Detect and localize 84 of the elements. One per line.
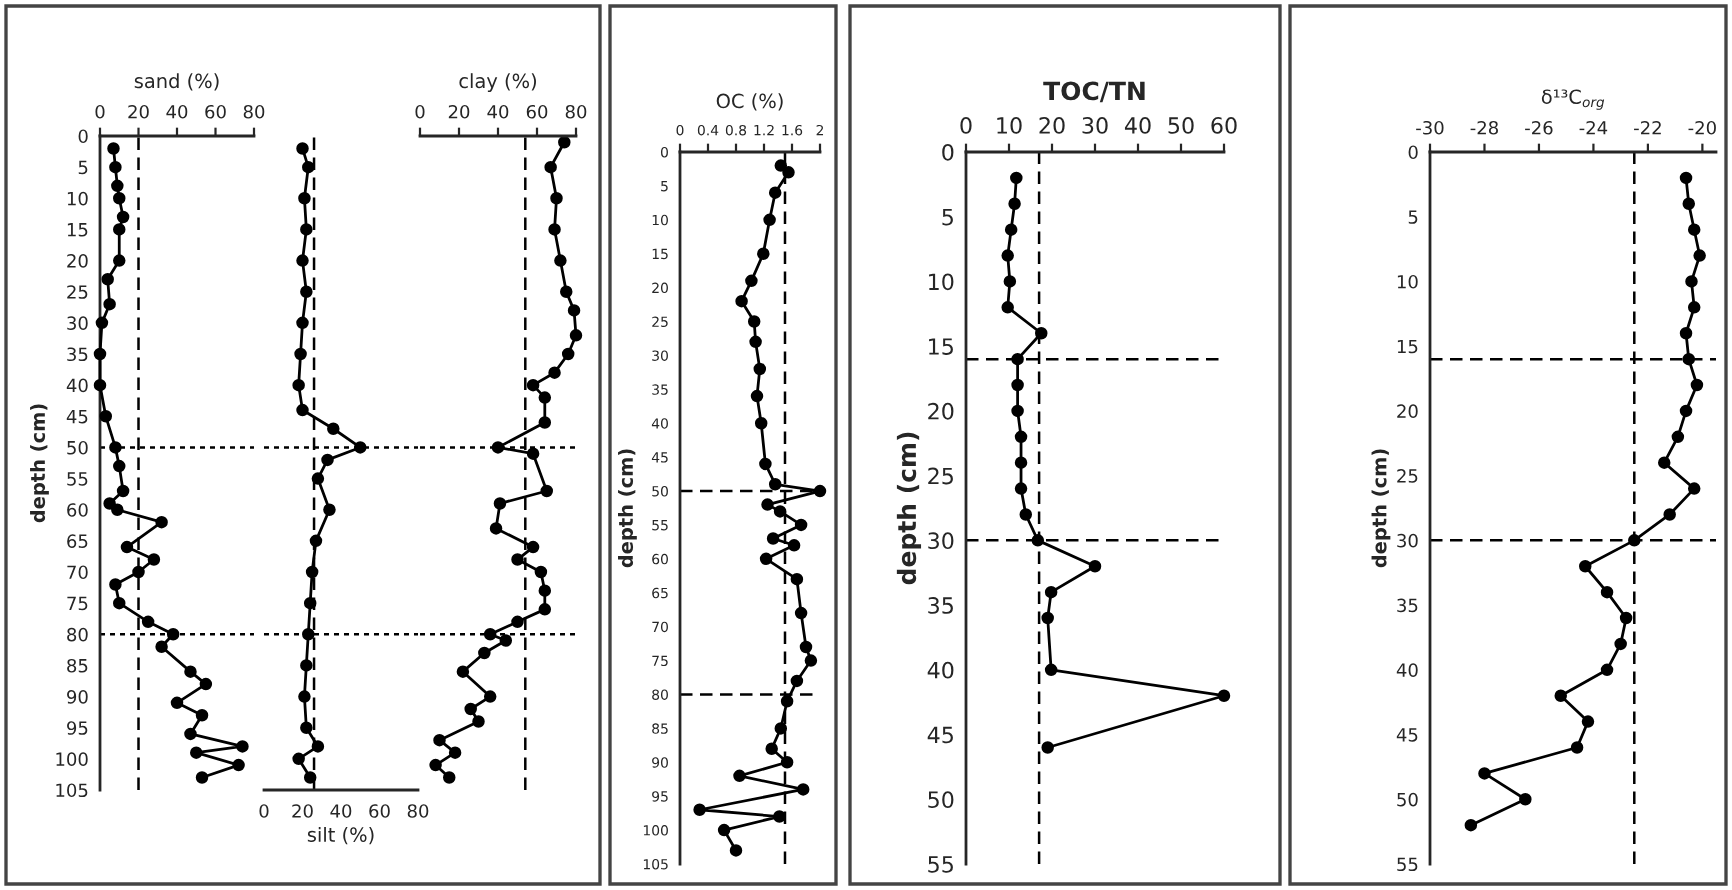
y-tick-label: 45 [66, 409, 88, 424]
y-tick-label: 55 [67, 472, 88, 486]
y-tick-label: 0 [1408, 145, 1418, 160]
x2-tick-label: 80 [565, 104, 587, 119]
y-tick-label: 25 [928, 467, 953, 485]
y-tick-label: 50 [67, 440, 88, 455]
y-tick-label: 20 [67, 254, 88, 268]
y-tick-label: 0 [78, 129, 88, 144]
y-tick-label: 35 [1397, 598, 1418, 613]
x2-tick-label: 0 [960, 117, 972, 134]
x2-tick-label: 10 [997, 117, 1022, 134]
x2-tick-label: 40 [166, 104, 188, 119]
x-tick-label: 40 [330, 804, 352, 818]
x2-axis-title: sand (%) [134, 73, 219, 91]
y-tick-label: 60 [67, 503, 88, 517]
x2-tick-label: 20 [448, 104, 470, 119]
y-tick-label: 25 [67, 285, 88, 299]
y-tick-label: 75 [67, 596, 88, 611]
x2-axis-title: δ¹³C$_{org}$ [1541, 89, 1605, 110]
y-tick-label: 10 [929, 273, 954, 291]
y-tick-label: 80 [67, 627, 88, 642]
y-tick-label: 55 [928, 856, 953, 873]
y-tick-label: 100 [56, 752, 88, 766]
y-tick-label: 35 [67, 347, 88, 362]
y-tick-label: 15 [929, 338, 953, 355]
x2-axis-title: TOC/TN [1043, 81, 1145, 103]
x2-tick-label: -30 [1416, 120, 1444, 135]
y-tick-label: 40 [66, 378, 88, 393]
y-tick-label: 55 [1397, 857, 1418, 872]
x2-tick-label: -22 [1634, 120, 1661, 135]
y-tick-label: 5 [942, 208, 953, 226]
y-tick-label: 70 [67, 565, 88, 580]
y-tick-label: 10 [1397, 274, 1418, 289]
y-tick-label: 45 [1396, 728, 1418, 742]
y-tick-label: 5 [78, 160, 88, 175]
x-tick-label: 60 [369, 804, 390, 818]
x2-tick-label: 30 [1082, 117, 1108, 134]
y-tick-label: 20 [928, 402, 954, 420]
y-tick-label: 30 [67, 316, 88, 330]
y-tick-label: 20 [1397, 404, 1418, 419]
x2-tick-label: -26 [1525, 120, 1553, 135]
x-tick-label: 20 [292, 804, 313, 818]
y-tick-label: 50 [928, 791, 954, 809]
y-tick-label: 0 [942, 143, 954, 161]
x2-tick-label: 20 [1039, 117, 1065, 134]
y-tick-label: 90 [67, 690, 88, 704]
x2-tick-label: 60 [1211, 117, 1237, 134]
x2-tick-label: -20 [1688, 120, 1716, 135]
x2-axis-title: clay (%) [459, 73, 536, 93]
y-tick-label: 30 [1397, 533, 1418, 548]
x2-tick-label: 0 [95, 104, 105, 119]
y-axis-title: depth (cm) [1371, 449, 1391, 568]
y-tick-label: 45 [927, 726, 953, 744]
x2-tick-label: 50 [1168, 117, 1194, 134]
y-axis-title: depth (cm) [896, 432, 922, 585]
y-tick-label: 40 [1396, 663, 1418, 677]
y-tick-label: 65 [67, 534, 88, 548]
y-tick-label: 95 [67, 721, 88, 735]
y-tick-label: 85 [67, 658, 88, 673]
y-axis-title: depth (cm) [618, 449, 637, 568]
x2-tick-label: 40 [1124, 117, 1151, 134]
x2-tick-label: 20 [128, 104, 149, 119]
x2-tick-label: 60 [526, 104, 548, 119]
y-tick-label: 40 [927, 661, 954, 679]
x2-tick-label: 60 [205, 104, 226, 119]
y-tick-label: 5 [1408, 210, 1418, 224]
x2-axis-title: OC (%) [716, 93, 783, 111]
y-axis-title: depth (cm) [30, 404, 49, 523]
y-tick-label: 105 [56, 783, 88, 798]
y-tick-label: 50 [1397, 792, 1418, 807]
x-axis-title: silt (%) [307, 826, 374, 845]
x2-tick-label: -28 [1470, 120, 1498, 135]
x-tick-label: 0 [259, 804, 269, 818]
x-tick-label: 80 [407, 804, 429, 818]
y-tick-label: 35 [928, 597, 953, 614]
y-tick-label: 30 [928, 532, 954, 550]
y-tick-label: 25 [1397, 469, 1418, 483]
y-tick-label: 15 [1397, 339, 1418, 354]
x2-tick-label: 40 [487, 104, 509, 119]
y-tick-label: 15 [67, 223, 88, 237]
x2-tick-label: 80 [243, 104, 265, 119]
y-tick-label: 10 [67, 191, 88, 206]
x2-tick-label: 0 [415, 104, 425, 119]
x2-tick-label: -24 [1579, 120, 1608, 135]
